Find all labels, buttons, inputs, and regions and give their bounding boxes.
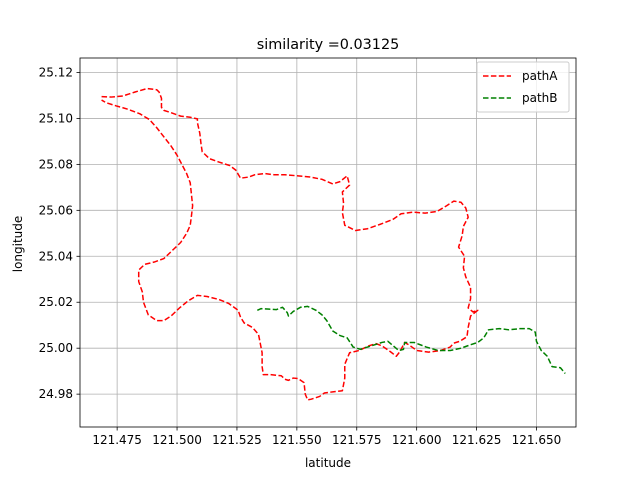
x-tick-label: 121.625 <box>452 433 502 447</box>
x-tick-label: 121.525 <box>212 433 262 447</box>
chart-title: similarity =0.03125 <box>257 37 400 53</box>
series-line-pathA <box>101 87 479 401</box>
grid-lines <box>80 58 576 427</box>
y-tick-label: 25.08 <box>39 157 73 171</box>
x-tick-label: 121.600 <box>392 433 442 447</box>
plot-frame <box>79 57 577 428</box>
x-tick-label: 121.500 <box>152 433 202 447</box>
x-tick-label: 121.575 <box>332 433 382 447</box>
legend: pathA pathB <box>476 61 570 113</box>
legend-label-pathB: pathB <box>522 91 558 105</box>
axes: 121.475 121.500 121.525 121.550 121.575 121.6… <box>39 57 577 447</box>
y-tick-label: 25.12 <box>39 65 73 79</box>
x-axis-label: latitude <box>305 456 351 470</box>
x-tick-label: 121.550 <box>272 433 322 447</box>
y-tick-label: 25.10 <box>39 111 73 125</box>
y-tick-label: 25.00 <box>39 341 73 355</box>
y-tick-label: 24.98 <box>39 387 73 401</box>
y-tick-label: 25.06 <box>39 203 73 217</box>
series-line-pathB <box>257 305 566 374</box>
series-layer <box>101 87 566 401</box>
legend-label-pathA: pathA <box>522 69 558 83</box>
y-tick-label: 25.02 <box>39 295 73 309</box>
y-tick-label: 25.04 <box>39 249 73 263</box>
x-tick-label: 121.475 <box>92 433 142 447</box>
x-tick-label: 121.650 <box>512 433 562 447</box>
y-axis-label: longitude <box>11 216 25 273</box>
